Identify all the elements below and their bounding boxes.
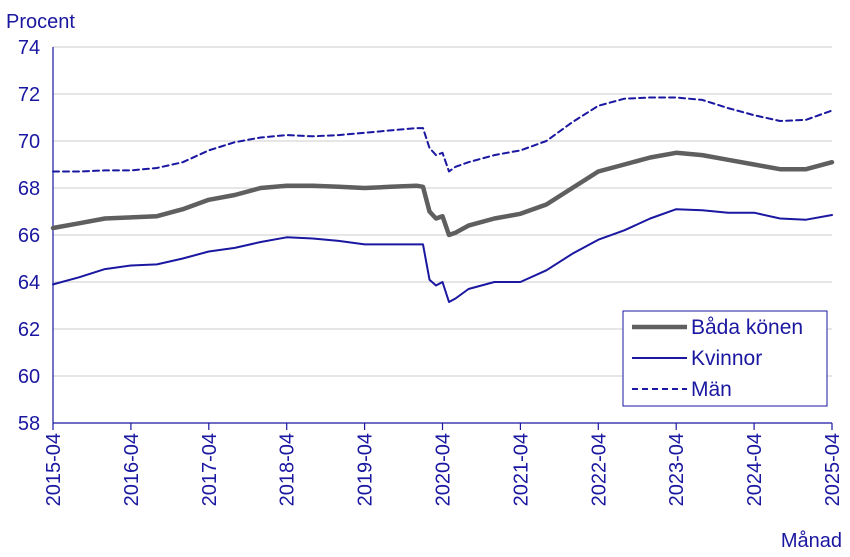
legend-label-kvinnor: Kvinnor (691, 347, 762, 370)
y-tick-label: 74 (18, 37, 40, 59)
y-tick-label: 60 (18, 366, 40, 388)
x-tick-label: 2021-04 (510, 433, 532, 506)
y-tick-label: 58 (18, 413, 40, 435)
x-tick-label: 2024-04 (744, 433, 766, 506)
x-tick-label: 2019-04 (355, 433, 377, 506)
x-tick-label: 2025-04 (822, 433, 844, 506)
y-axis-label: Procent (6, 11, 75, 33)
y-tick-label: 62 (18, 319, 40, 341)
series-line-bada-konen (50, 150, 835, 238)
x-tick-label: 2023-04 (666, 433, 688, 506)
y-tick-label: 66 (18, 225, 40, 247)
x-tick-label: 2018-04 (277, 433, 299, 506)
x-tick-label: 2017-04 (199, 433, 221, 506)
y-tick-label: 72 (18, 84, 40, 106)
x-tick-label: 2022-04 (588, 433, 610, 506)
series-layer (50, 96, 835, 303)
x-tick-label: 2015-04 (43, 433, 65, 506)
axes: 58 60 62 64 66 68 70 72 74 2015-04 2016-04 2017-04 2… (18, 37, 844, 506)
y-tick-label: 70 (18, 131, 40, 153)
series-line-man (52, 96, 833, 173)
legend-label-bada-konen: Båda könen (691, 316, 803, 339)
series-line-kvinnor (52, 208, 833, 303)
x-tick-label: 2020-04 (433, 433, 455, 506)
y-tick-label: 64 (18, 272, 40, 294)
y-tick-label: 68 (18, 178, 40, 200)
legend-label-man: Män (691, 378, 732, 401)
x-tick-label: 2016-04 (121, 433, 143, 506)
x-axis-label: Månad (781, 530, 842, 552)
legend: Båda könen Kvinnor Män (622, 310, 828, 407)
